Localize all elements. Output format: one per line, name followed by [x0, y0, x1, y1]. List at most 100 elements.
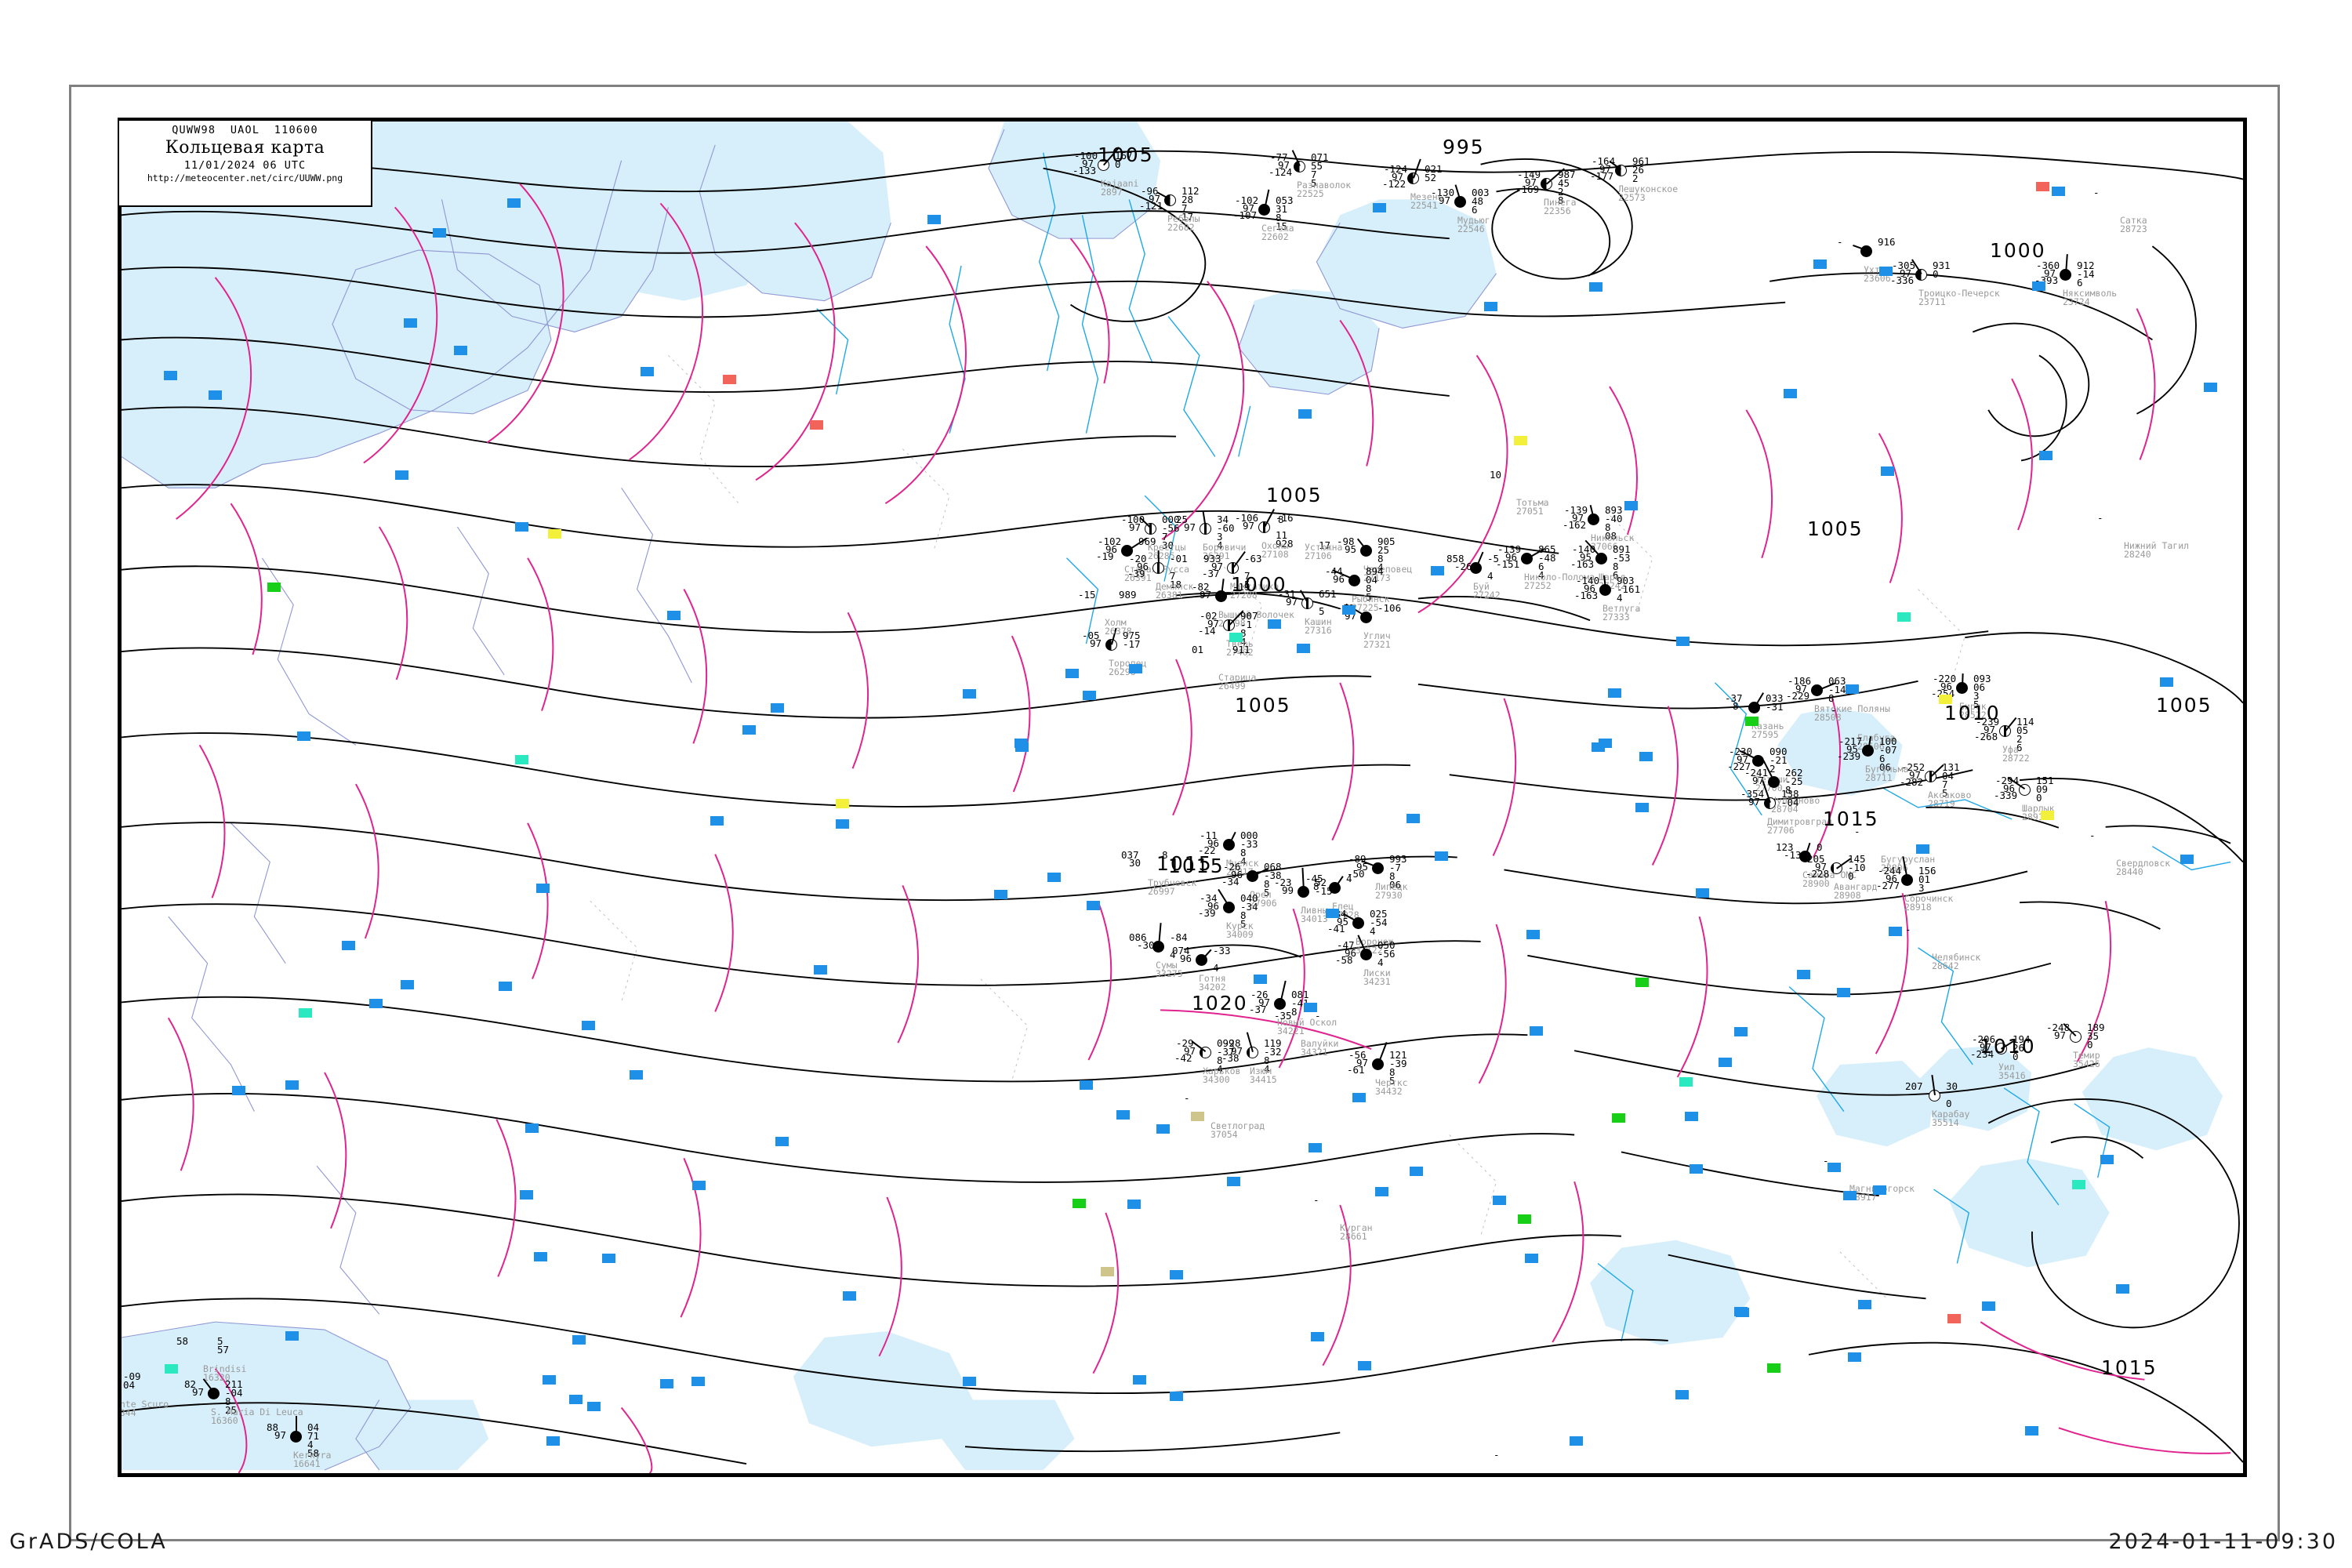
- station-pressure: 151: [2036, 775, 2054, 786]
- station-id: 28719: [1928, 798, 1955, 809]
- station-temperature: -77: [1270, 151, 1288, 163]
- station-temperature: 207: [1905, 1080, 1923, 1092]
- station-pressure: 903: [1617, 575, 1635, 586]
- station-pressure-tendency: 45: [1558, 177, 1570, 189]
- snow-chip: [602, 1254, 615, 1263]
- shower-chip: [1947, 1314, 1961, 1323]
- station-pressure: -33: [1213, 945, 1231, 956]
- station-humidity: 95: [1846, 743, 1859, 755]
- station-pressure: 987: [1558, 169, 1576, 180]
- station-id: 28522: [1959, 710, 1987, 720]
- station-name: Ветлуга: [1602, 603, 1641, 614]
- snow-chip: [1297, 644, 1310, 653]
- station-temperature: -140: [1576, 575, 1600, 586]
- station-name: Сорочинск: [1904, 893, 1954, 904]
- shower-chip: [2036, 182, 2049, 191]
- station-cloud-code: 8: [1217, 1054, 1223, 1066]
- station-cloud-code: 8: [1785, 784, 1791, 796]
- station-pressure: 156: [1918, 865, 1936, 877]
- station-extra-code: 17: [1319, 539, 1331, 551]
- station-temperature: 25: [1176, 514, 1189, 525]
- fog-chip: [1679, 1077, 1693, 1087]
- station-extra-code: 5: [1264, 887, 1270, 898]
- station-humidity: 97: [1909, 769, 1922, 781]
- station-pressure-tendency: 04: [1366, 574, 1378, 586]
- station-pressure: -106: [1377, 602, 1402, 614]
- station-name: Тотьма: [1516, 497, 1549, 508]
- station-id: 23606: [1864, 273, 1891, 284]
- station-id: 27173: [1363, 572, 1391, 583]
- snow-chip: [569, 1395, 583, 1404]
- snow-chip: [1873, 1185, 1886, 1195]
- station-extra-code: 6: [2016, 742, 2023, 753]
- station-id: 28642: [1932, 960, 1959, 971]
- station-name: Ухта: [1864, 264, 1886, 275]
- station-pressure: 905: [1377, 535, 1396, 547]
- snow-chip: [1734, 1307, 1748, 1316]
- station-humidity: 97: [1525, 176, 1537, 188]
- isobar-label: 1005: [1266, 484, 1323, 506]
- snow-chip: [1624, 501, 1638, 510]
- station-name: Бугуруслан: [1881, 854, 1936, 865]
- station-id: 28916: [2022, 811, 2049, 822]
- station-name: Мезень: [1410, 191, 1443, 202]
- station-name: Бирск: [1959, 701, 1987, 712]
- map-canvas: [122, 122, 2243, 1473]
- station-humidity: 97: [1149, 193, 1161, 205]
- station-pressure: 907: [1240, 610, 1258, 622]
- station-humidity: 97: [1392, 171, 1404, 183]
- station-name: Курск: [1226, 920, 1254, 931]
- station-pressure: 112: [1181, 185, 1200, 197]
- drizzle-chip: [2041, 811, 2054, 820]
- station-id: 26378: [1105, 626, 1132, 637]
- station-cloud-code: 8: [1291, 1006, 1298, 1018]
- station-id: 34321: [1301, 1047, 1328, 1058]
- station-id: 34013: [1301, 913, 1328, 924]
- station-id: 27242: [1473, 590, 1501, 601]
- isobar-label: 1015: [2101, 1356, 2158, 1379]
- station-cloud-code: 4: [1487, 570, 1494, 582]
- station-pressure: 975: [1123, 630, 1141, 641]
- station-id: 22682: [1167, 222, 1195, 233]
- isobar-label: 1000: [1990, 239, 2046, 262]
- synoptic-map[interactable]: 1005 995 1000 1005 1000 1005 1005 1010 1015 1005 1…: [118, 118, 2247, 1477]
- station-humidity: 96: [1207, 837, 1220, 849]
- station-extra-code: 5: [1366, 591, 1372, 603]
- station-pressure-tendency: -56: [1162, 522, 1180, 534]
- station-pressure-tendency: -07: [1879, 744, 1897, 756]
- station-name: Курган: [1340, 1222, 1373, 1233]
- station-dewpoint: -234: [1970, 1048, 1994, 1060]
- station-temperature: -44: [1325, 565, 1343, 577]
- station-humidity: 8: [1733, 700, 1739, 712]
- station-temperature: -98: [1337, 535, 1355, 547]
- station-pressure: 053: [1276, 194, 1294, 206]
- station-humidity: 97: [1980, 1041, 1992, 1053]
- station-pressure: 003: [1472, 187, 1490, 198]
- snow-chip: [285, 1080, 299, 1090]
- station-humidity: 96: [1231, 869, 1243, 880]
- station-temperature: -305: [1892, 260, 1916, 271]
- station-temperature: -244: [1878, 865, 1902, 877]
- station-cloud-cover-symbol: [1372, 862, 1384, 874]
- snow-chip: [1304, 1003, 1317, 1012]
- station-temperature: -360: [2036, 260, 2060, 271]
- snow-chip: [1129, 664, 1142, 673]
- station-name: Чулпаново: [1771, 795, 1820, 806]
- snow-chip: [2039, 451, 2053, 460]
- station-cloud-code: 2: [1558, 186, 1564, 198]
- station-cloud-code: 6: [1538, 561, 1544, 572]
- station-pressure: 969: [1138, 535, 1156, 547]
- station-cloud-code: 7: [1942, 779, 1948, 790]
- station-id: 34202: [1199, 982, 1226, 993]
- isobar-label: 1005: [1098, 143, 1154, 166]
- snow-chip: [1696, 888, 1709, 898]
- station-humidity: 97: [1082, 158, 1094, 169]
- rain-chip: [1073, 1199, 1086, 1208]
- snow-chip: [1156, 1124, 1170, 1134]
- snow-chip: [963, 1377, 976, 1386]
- station-cloud-code: 5: [1319, 605, 1325, 617]
- station-temperature: -220: [1933, 673, 1957, 684]
- snow-chip: [164, 371, 177, 380]
- station-pressure-tendency: -54: [1370, 916, 1388, 928]
- station-temperature: -: [1823, 1155, 1829, 1167]
